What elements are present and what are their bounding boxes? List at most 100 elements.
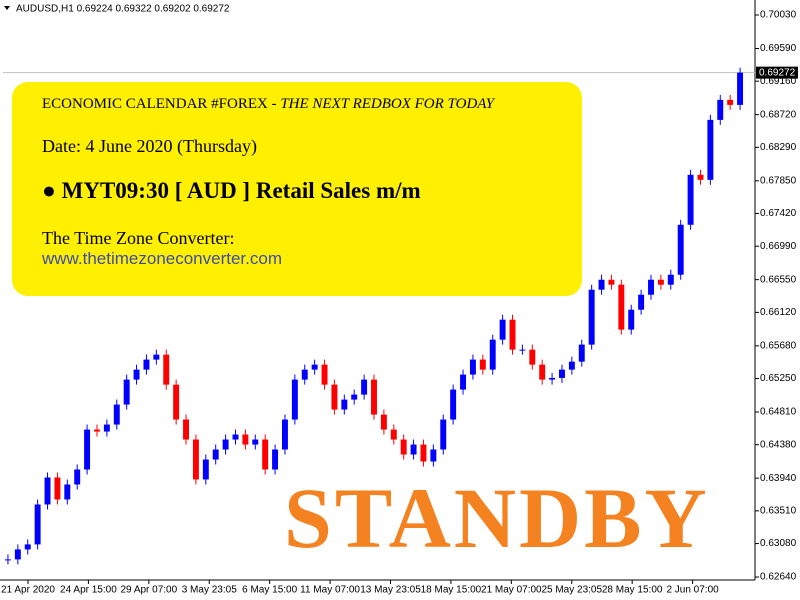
- candle: [440, 419, 447, 450]
- candle: [291, 379, 298, 420]
- candle: [54, 477, 61, 500]
- candle: [351, 394, 358, 400]
- candle: [648, 279, 654, 295]
- candle: [390, 429, 397, 440]
- candle: [687, 174, 694, 225]
- y-tick-label: 0.67420: [760, 208, 797, 219]
- candle: [84, 429, 91, 470]
- candle: [598, 279, 605, 290]
- candle: [44, 477, 51, 505]
- candle: [469, 359, 476, 375]
- candle: [24, 544, 31, 550]
- candle: [361, 379, 368, 395]
- candle: [321, 364, 328, 385]
- candle: [301, 369, 308, 380]
- notice-title-plain: ECONOMIC CALENDAR #FOREX -: [42, 96, 281, 112]
- standby-stamp: STANDBY: [284, 470, 710, 566]
- candle: [14, 549, 21, 560]
- candle: [450, 389, 457, 420]
- candle: [311, 364, 318, 370]
- x-tick-label: 21 Apr 2020: [1, 585, 55, 596]
- candle: [578, 344, 585, 362]
- candle: [628, 309, 635, 330]
- notice-title-italic: THE NEXT REDBOX FOR TODAY: [280, 96, 494, 112]
- y-tick-label: 0.70030: [760, 10, 797, 21]
- y-tick-label: 0.66550: [760, 274, 797, 285]
- candle: [232, 434, 239, 440]
- candle: [618, 284, 625, 330]
- candle: [153, 354, 160, 360]
- y-tick-label: 0.66990: [760, 241, 797, 252]
- last-price-box: [756, 66, 798, 79]
- y-tick-label: 0.63080: [760, 538, 797, 549]
- candle: [697, 174, 704, 180]
- x-tick-label: 29 Apr 07:00: [120, 585, 177, 596]
- notice-box: ECONOMIC CALENDAR #FOREX - THE NEXT REDB…: [12, 82, 582, 296]
- candle: [281, 419, 288, 450]
- x-tick-label: 21 May 07:00: [481, 585, 542, 596]
- y-tick-label: 0.65250: [760, 373, 797, 384]
- y-tick-label: 0.66120: [760, 307, 797, 318]
- last-price-label: 0.69272: [759, 67, 796, 78]
- candle: [74, 469, 81, 485]
- chart-title: AUDUSD,H1 0.69224 0.69322 0.69202 0.6927…: [16, 4, 230, 15]
- x-tick-label: 24 Apr 15:00: [60, 585, 117, 596]
- candle: [133, 369, 140, 380]
- candle: [479, 359, 486, 370]
- y-tick-label: 0.62640: [760, 572, 797, 583]
- candle: [657, 279, 664, 285]
- y-tick-label: 0.68720: [760, 109, 797, 120]
- notice-event: ● MYT09:30 [ AUD ] Retail Sales m/m: [42, 178, 421, 203]
- candle: [380, 414, 387, 430]
- candle: [677, 224, 684, 275]
- menu-arrow: [4, 6, 10, 10]
- candle: [519, 349, 526, 351]
- candle: [509, 319, 516, 350]
- candle: [489, 339, 496, 370]
- candle: [183, 419, 189, 440]
- x-tick-label: 25 May 23:05: [541, 585, 602, 596]
- candle: [539, 364, 546, 380]
- candle: [212, 449, 219, 460]
- notice-converter-label: The Time Zone Converter:: [42, 228, 235, 248]
- candle: [588, 289, 595, 345]
- candle: [272, 449, 279, 470]
- candle: [371, 379, 377, 415]
- candle: [94, 429, 100, 432]
- y-tick-label: 0.63510: [760, 506, 797, 517]
- candle: [667, 274, 674, 285]
- candle: [34, 504, 41, 545]
- x-tick-label: 11 May 07:00: [300, 585, 360, 596]
- candle: [608, 279, 615, 285]
- y-tick-label: 0.69590: [760, 43, 797, 54]
- candle: [410, 444, 417, 455]
- y-tick-label: 0.64810: [760, 407, 797, 418]
- notice-url[interactable]: www.thetimezoneconverter.com: [42, 249, 282, 268]
- y-tick-label: 0.67850: [760, 175, 797, 186]
- candle: [242, 434, 249, 445]
- candle: [103, 424, 110, 432]
- candle: [430, 449, 437, 462]
- candle: [737, 72, 744, 105]
- x-tick-label: 28 May 15:00: [602, 585, 663, 596]
- candle: [638, 294, 645, 310]
- candle: [331, 384, 338, 410]
- x-tick-label: 18 May 15:00: [421, 585, 482, 596]
- candle: [202, 459, 209, 480]
- candle: [64, 484, 71, 500]
- y-tick-label: 0.65680: [760, 340, 797, 351]
- y-tick-label: 0.68290: [760, 142, 797, 153]
- candle: [707, 119, 714, 180]
- notice-title: ECONOMIC CALENDAR #FOREX - THE NEXT REDB…: [42, 96, 494, 113]
- candle: [341, 399, 348, 410]
- candle: [717, 99, 724, 120]
- candle: [727, 99, 734, 105]
- notice-date: Date: 4 June 2020 (Thursday): [42, 136, 257, 156]
- candle: [163, 354, 170, 385]
- candle: [123, 379, 130, 405]
- candle: [222, 439, 229, 450]
- y-tick-label: 0.63940: [760, 473, 797, 484]
- candle: [262, 439, 269, 470]
